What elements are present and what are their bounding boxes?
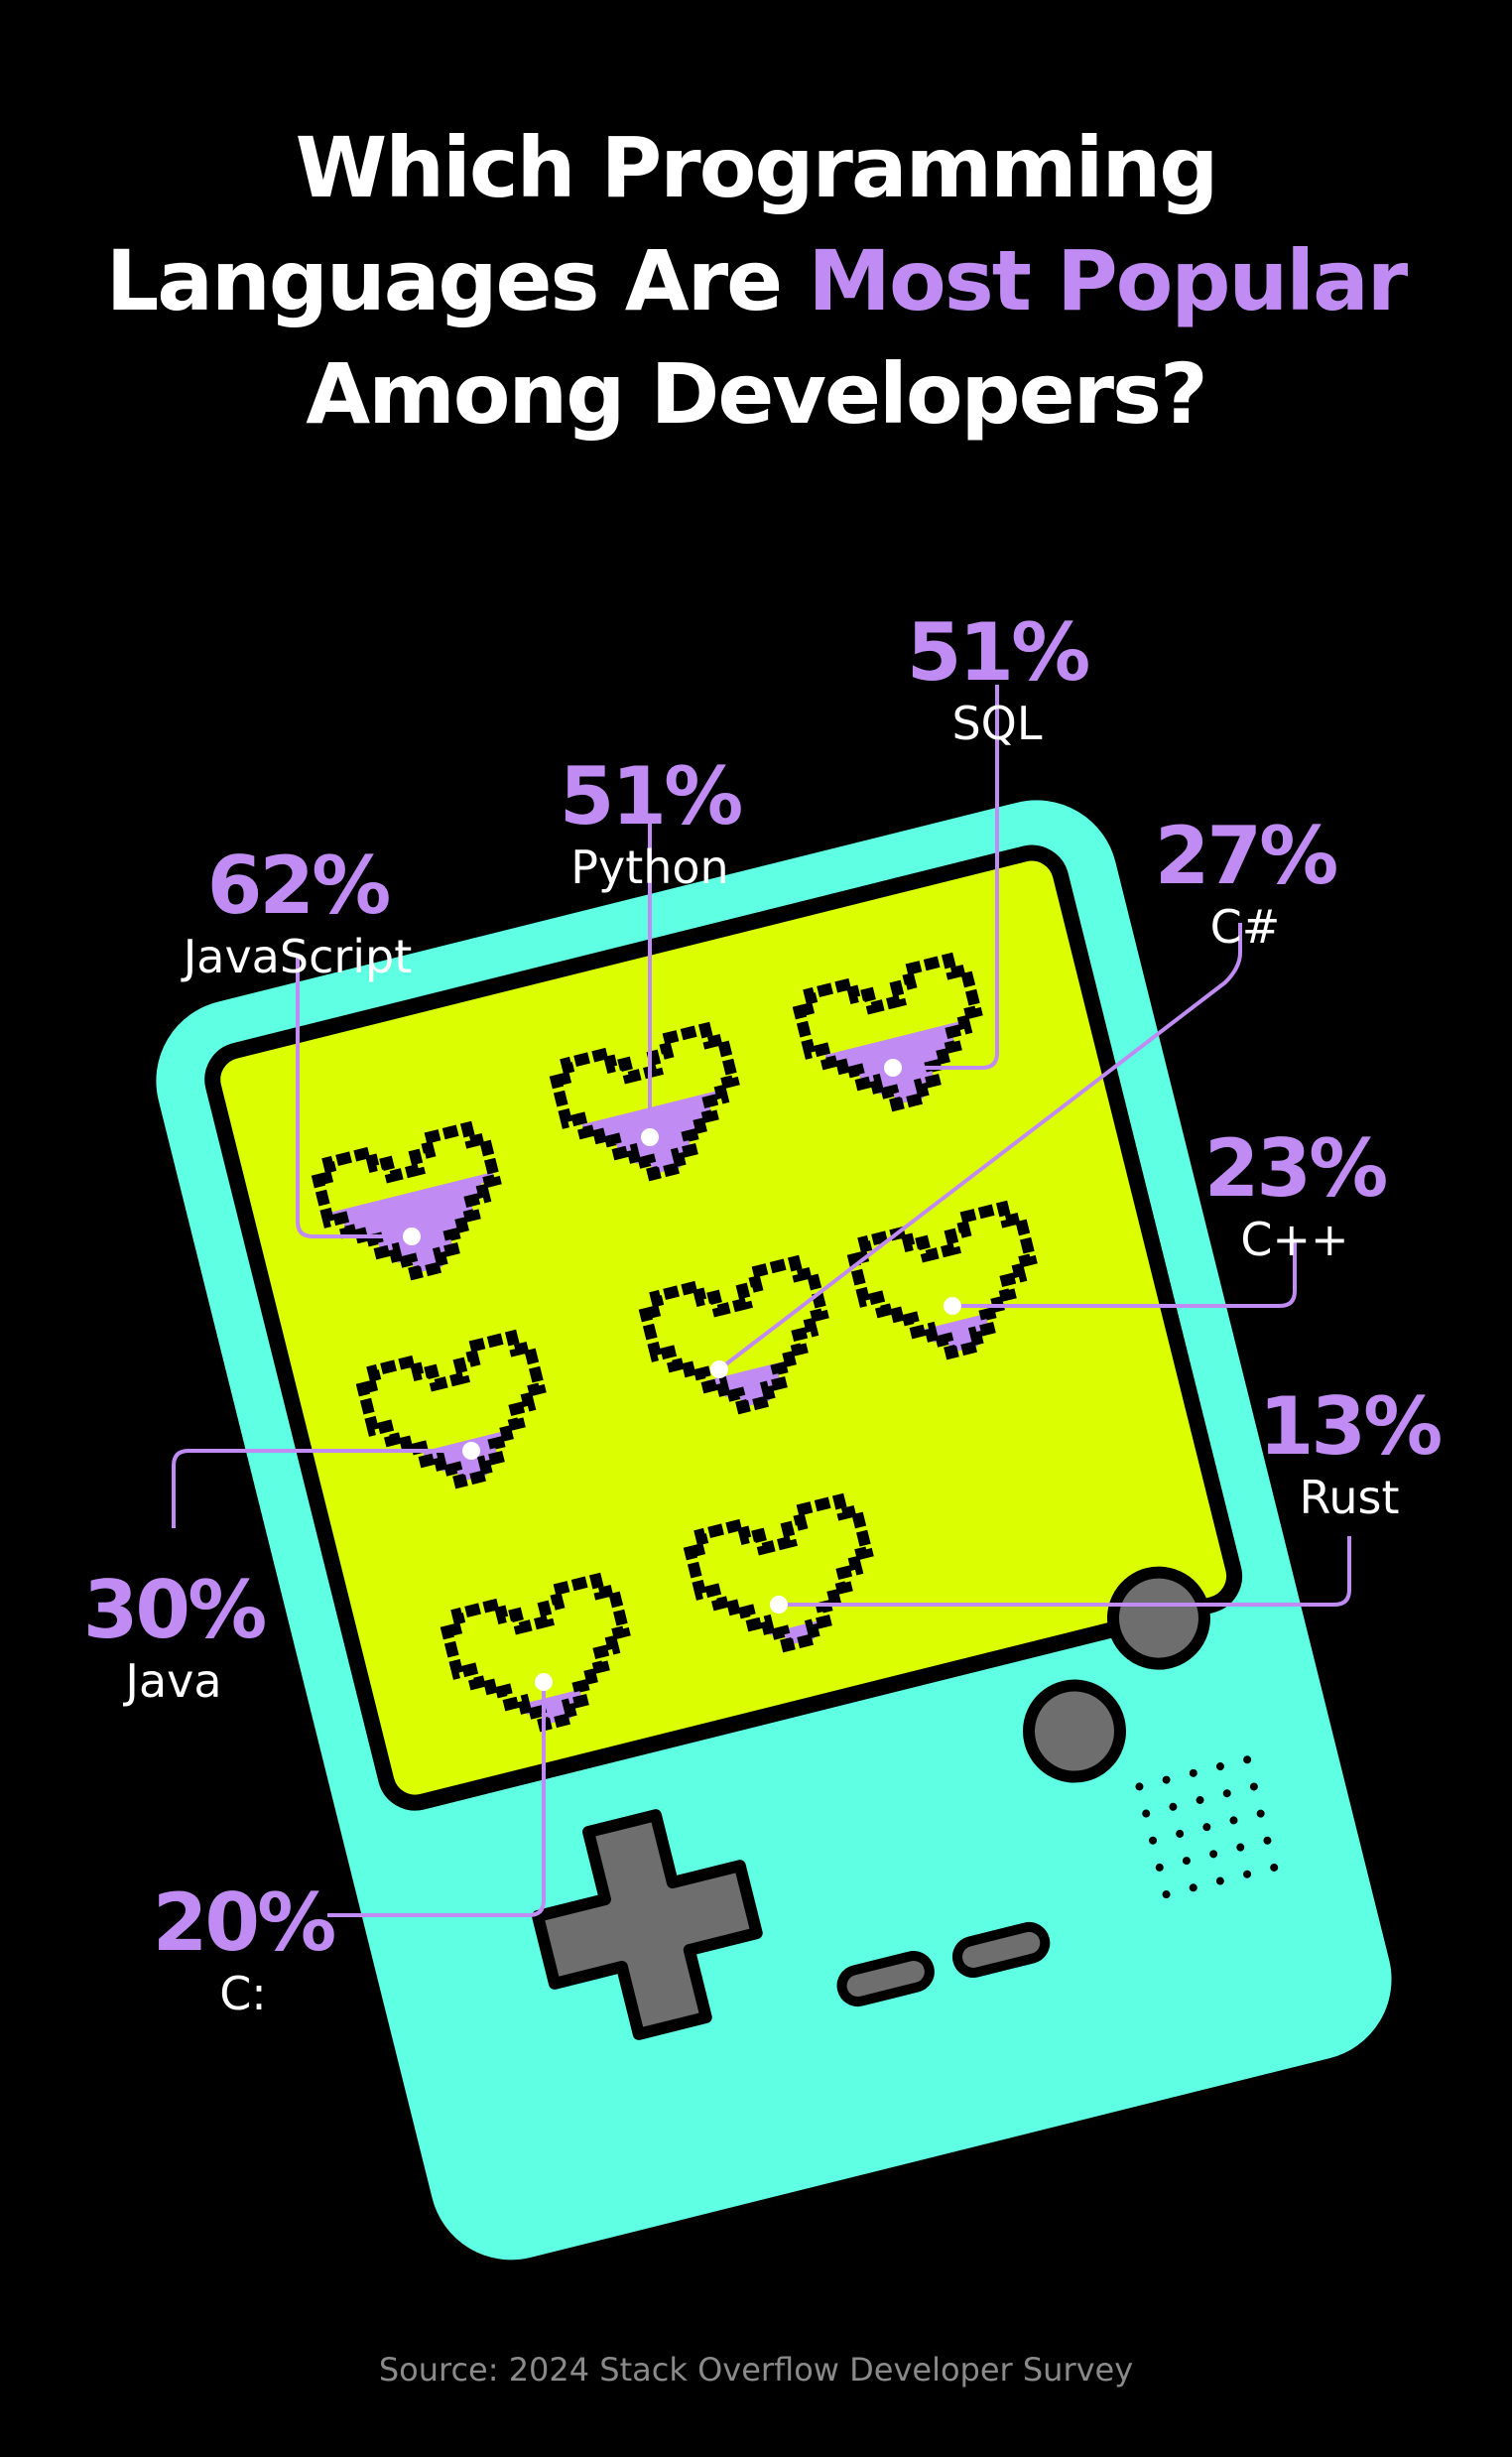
title-line-2-start: Languages Are [105, 232, 809, 329]
speaker-hole [1215, 1876, 1224, 1885]
value-label: 30% [82, 1564, 267, 1656]
category-label: SQL [951, 697, 1043, 750]
value-label: 20% [152, 1876, 336, 1969]
leader-dot [535, 1673, 553, 1691]
category-label: C++ [1240, 1213, 1349, 1266]
speaker-grille [1135, 1755, 1279, 1899]
speaker-hole [1169, 1802, 1178, 1811]
value-label: 51% [906, 606, 1090, 699]
category-label: JavaScript [183, 930, 413, 983]
leader-lines [172, 685, 1351, 1917]
leader-line [296, 958, 412, 1238]
speaker-hole [1176, 1829, 1185, 1838]
speaker-hole [1236, 1843, 1245, 1852]
value-label: 13% [1258, 1380, 1443, 1473]
speaker-hole [1189, 1883, 1197, 1892]
speaker-hole [1270, 1863, 1279, 1872]
value-label: 62% [206, 840, 391, 932]
speaker-hole [1243, 1755, 1252, 1764]
heart-outline [355, 1329, 547, 1489]
speaker-hole [1256, 1809, 1265, 1818]
heart-outline [683, 1492, 874, 1653]
category-label: Python [570, 841, 729, 894]
speaker-hole [1155, 1863, 1164, 1872]
leader-dot [944, 1297, 961, 1315]
heart-outline [638, 1254, 829, 1415]
title-line-3: Among Developers? [306, 345, 1208, 443]
speaker-hole [1263, 1836, 1272, 1845]
button-a [1023, 1679, 1127, 1783]
console-screen [204, 844, 1243, 1811]
leader-dot [770, 1596, 788, 1614]
leader-dot [641, 1128, 659, 1146]
category-label: Java [125, 1654, 222, 1708]
start-button [951, 1921, 1051, 1978]
speaker-hole [1209, 1850, 1218, 1859]
leader-dot [884, 1059, 902, 1077]
speaker-hole [1182, 1857, 1191, 1866]
speaker-hole [1249, 1782, 1258, 1791]
dpad [532, 1809, 763, 2040]
speaker-hole [1222, 1789, 1231, 1798]
console-body [140, 784, 1408, 2276]
leader-line [172, 1449, 471, 1528]
title-highlight: Most Popular [808, 232, 1408, 329]
button-b [1106, 1566, 1210, 1670]
speaker-hole [1196, 1796, 1204, 1805]
leader-dot [710, 1360, 728, 1378]
source-note: Source: 2024 Stack Overflow Developer Su… [378, 2351, 1134, 2389]
leader-dot [462, 1442, 480, 1460]
speaker-hole [1162, 1890, 1171, 1899]
category-label: C# [1209, 900, 1281, 954]
speaker-hole [1215, 1762, 1224, 1771]
speaker-hole [1135, 1782, 1144, 1791]
heart-outline [311, 1120, 502, 1281]
heart-outline [846, 1200, 1038, 1360]
heart-outline [792, 952, 983, 1112]
category-label: Rust [1299, 1471, 1400, 1524]
speaker-hole [1243, 1870, 1252, 1878]
leader-dot [403, 1228, 421, 1245]
speaker-hole [1202, 1823, 1211, 1832]
value-label: 51% [559, 750, 743, 842]
speaker-hole [1162, 1775, 1171, 1784]
leader-line [952, 1240, 1297, 1308]
leader-line [327, 1682, 546, 1917]
title-line-1: Which Programming [295, 119, 1219, 216]
category-label: C: [219, 1967, 267, 2020]
heart-outline [440, 1572, 631, 1733]
select-button [836, 1950, 935, 2007]
speaker-hole [1229, 1816, 1238, 1825]
speaker-hole [1142, 1809, 1151, 1818]
leader-line [779, 1536, 1351, 1607]
heart-outline [549, 1021, 740, 1182]
value-label: 23% [1203, 1122, 1388, 1215]
value-label: 27% [1154, 810, 1338, 902]
leader-line [893, 685, 999, 1070]
chart-title: Which Programming Languages Are Most Pop… [0, 111, 1512, 451]
speaker-hole [1148, 1836, 1157, 1845]
speaker-hole [1189, 1768, 1197, 1777]
leader-line [717, 923, 1242, 1371]
